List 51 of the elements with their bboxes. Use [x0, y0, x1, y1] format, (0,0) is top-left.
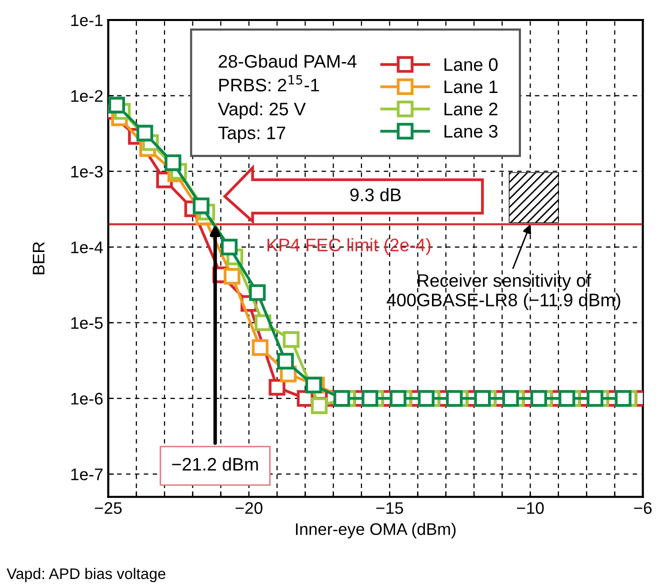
y-axis-title: BER [32, 242, 44, 274]
point [108, 96, 126, 114]
annotation: PRBS: 2$^{15}$-1 [219, 75, 319, 92]
point [558, 390, 576, 407]
point [474, 390, 491, 407]
point [249, 284, 266, 301]
y-tick-label: 1e-3 [71, 166, 103, 178]
text: Vapd: APD bias voltage [6, 568, 166, 582]
point [305, 376, 322, 394]
point [220, 238, 238, 256]
legend-label: Lane 3 [444, 124, 498, 138]
point [192, 198, 210, 214]
ref-line-label: KP4 FEC limit (2e-4) [268, 238, 430, 255]
y-tick-label: 1e-4 [71, 242, 103, 254]
x-axis-title: Inner-eye OMA (dBm) [296, 522, 456, 538]
point [418, 390, 435, 407]
annotation: −21.2 dBm [172, 457, 258, 471]
y-tick-label: 1e-1 [71, 14, 103, 26]
point [224, 268, 240, 285]
y-tick-label: 1e-7 [71, 468, 103, 480]
point [390, 390, 406, 407]
point [530, 390, 548, 407]
point [252, 339, 269, 356]
point [614, 390, 632, 407]
point [282, 331, 300, 348]
x-tick-label: −15 [376, 502, 404, 514]
x-tick-label: −20 [236, 502, 262, 514]
point [164, 154, 182, 172]
y-tick-label: 1e-6 [71, 392, 103, 405]
point [502, 390, 519, 407]
legend-label: Lane 1 [444, 80, 498, 94]
point [310, 397, 328, 414]
annotation: 28-Gbaud PAM-4 [218, 54, 356, 68]
legend-label: Lane 2 [444, 102, 498, 116]
annotation: Receiver sensitivity of 400GBASE-LR8 (−11.9 dBm) [386, 274, 620, 310]
point [362, 390, 378, 407]
point [136, 124, 154, 142]
legend-label: Lane 0 [444, 58, 498, 71]
y-tick-label: 1e-5 [71, 317, 103, 329]
point [333, 390, 350, 407]
x-tick-label: −10 [516, 502, 544, 514]
x-tick-label: −6 [634, 502, 652, 514]
point [268, 379, 286, 396]
x-tick-label: −25 [94, 502, 122, 514]
point [446, 390, 463, 407]
point [586, 390, 604, 407]
annotation: Taps: 17 [218, 126, 286, 143]
point [277, 352, 294, 370]
y-tick-label: 1e-2 [71, 90, 103, 102]
annotation: 9.3 dB [350, 188, 401, 202]
annotation: Vapd: 25 V [218, 102, 306, 120]
